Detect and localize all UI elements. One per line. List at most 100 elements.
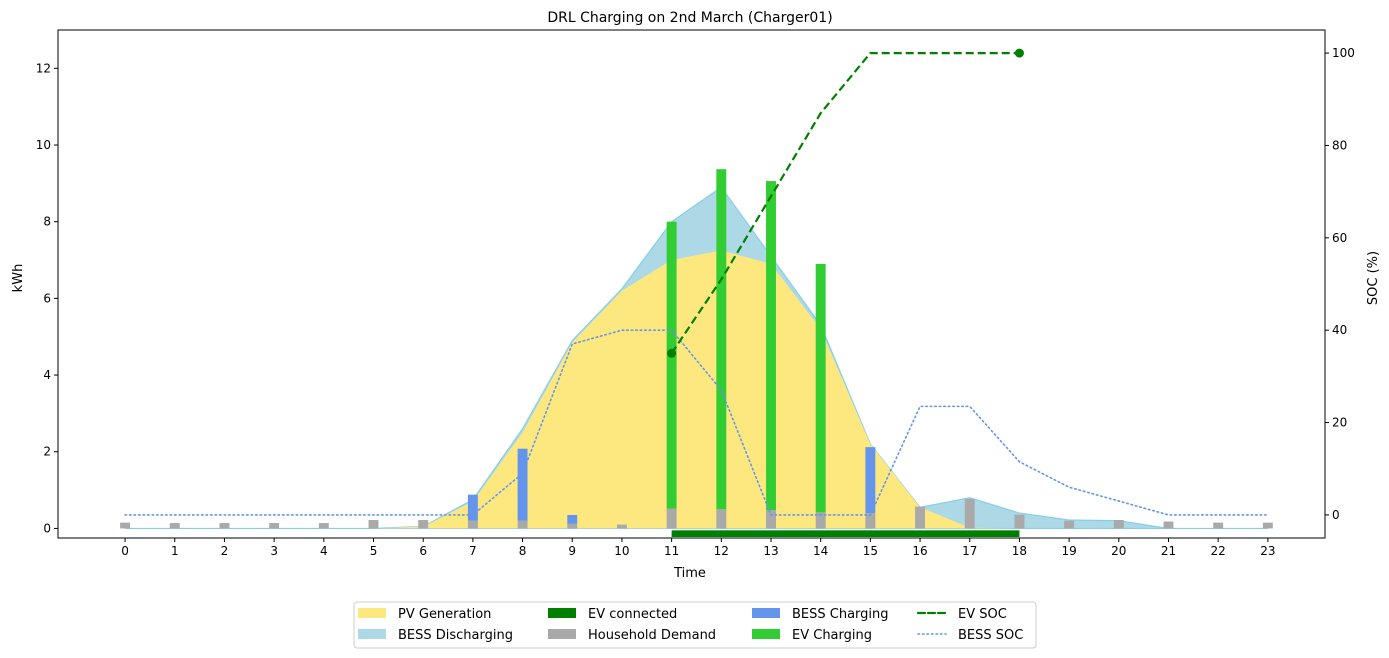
legend-swatch [752,608,780,618]
x-tick-label: 23 [1260,544,1275,558]
ev-charging-bar [716,169,727,510]
x-tick-label: 11 [664,544,679,558]
x-tick-label: 22 [1211,544,1226,558]
household-demand-bar [1113,519,1124,529]
legend-label: EV Charging [792,628,872,643]
ev-charging-bar [666,221,677,509]
x-tick-label: 6 [419,544,427,558]
household-demand-bar [815,512,826,529]
bess-charging-bar [467,494,478,521]
household-demand-bar [418,519,429,529]
household-demand-bar [467,520,478,529]
ev-soc-line [670,51,1020,354]
y2-tick-label: 0 [1332,508,1340,522]
household-demand-bar [766,510,776,529]
legend-box [353,601,1037,649]
y-tick-label: 4 [43,368,51,382]
household-demand-bar [517,520,528,529]
household-demand-bar [368,519,379,529]
household-demand-bar [964,498,975,529]
y2-tick-label: 60 [1332,231,1347,245]
x-tick-label: 10 [614,544,629,558]
household-demand-bar [318,523,329,529]
x-tick-label: 19 [1061,544,1076,558]
legend-label: BESS SOC [958,628,1023,643]
household-demand-bar [616,524,627,529]
ev-charging-bar [815,263,826,513]
legend-label: PV Generation [398,607,491,622]
household-demand-bar [666,508,677,529]
x-tick-label: 9 [568,544,576,558]
x-tick-label: 3 [270,544,278,558]
household-demand-bar [915,506,926,529]
legend-swatch [548,608,576,618]
household-demand-bar [1262,522,1273,529]
household-demand-bar [1014,514,1025,529]
axes-layer: 0 1 2 3 4 5 6 7 8 9 10 11 12 13 14 15 16 17 18 19 20 21 22 2302… [36,46,1355,558]
x-tick-label: 5 [370,544,378,558]
household-demand-bar [567,523,578,529]
x-tick-label: 20 [1111,544,1126,558]
x-tick-label: 8 [519,544,527,558]
x-tick-label: 0 [121,544,129,558]
legend-label: Household Demand [588,628,716,643]
legend-swatch [548,629,576,639]
x-tick-label: 4 [320,544,328,558]
x-tick-label: 15 [863,544,878,558]
household-demand-bar [1163,521,1174,529]
legend-label: EV connected [588,607,677,622]
ev-charging-bar [766,181,776,511]
household-demand-bar [219,523,230,529]
legend-label: BESS Discharging [398,628,513,643]
line-layer [124,48,1269,516]
household-demand-bar [1064,520,1075,529]
ev-connected-bar [671,530,1020,537]
y-tick-label: 8 [43,215,51,229]
y-tick-label: 10 [36,138,51,152]
legend-swatch [358,629,386,639]
y-axis-label: kWh [11,264,26,293]
y2-tick-label: 40 [1332,323,1347,337]
household-demand-bar [1213,522,1224,529]
bar-layer [120,169,1273,537]
y2-axis-label: SOC (%) [1366,251,1381,305]
y-tick-label: 12 [36,61,51,75]
legend-label: EV SOC [958,607,1007,622]
plot-frame [57,29,1326,539]
household-demand-bar [120,522,131,529]
y-tick-label: 6 [43,291,51,305]
y2-tick-label: 80 [1332,138,1347,152]
bess-charging-bar [865,447,876,514]
x-tick-label: 18 [1012,544,1027,558]
y-tick-label: 0 [43,521,51,535]
legend-label: BESS Charging [792,607,889,622]
household-demand-bar [716,509,727,529]
x-tick-label: 14 [813,544,828,558]
y-tick-label: 2 [43,445,51,459]
bess-charging-bar [517,448,528,521]
x-tick-label: 2 [221,544,229,558]
x-tick-label: 13 [763,544,778,558]
pv-generation-area [125,250,1268,529]
legend-swatch [752,629,780,639]
ev-soc-end-point [1014,48,1024,58]
x-tick-label: 17 [962,544,977,558]
y2-tick-label: 100 [1332,46,1355,60]
legend-swatch [358,608,386,618]
x-tick-label: 16 [912,544,927,558]
household-demand-bar [269,523,280,529]
chart-title: DRL Charging on 2nd March (Charger01) [547,10,832,26]
x-tick-label: 21 [1161,544,1176,558]
bess-soc-line [124,329,1269,516]
x-tick-label: 7 [469,544,477,558]
household-demand-bar [169,523,180,529]
legend: PV Generation BESS Discharging EV connecte… [353,601,1037,649]
x-axis-label: Time [673,566,706,581]
y2-tick-label: 20 [1332,416,1347,430]
ev-soc-start-point [667,348,677,358]
x-tick-label: 12 [714,544,729,558]
household-demand-bar [865,513,876,529]
bess-charging-bar [567,514,578,524]
x-tick-label: 1 [171,544,179,558]
